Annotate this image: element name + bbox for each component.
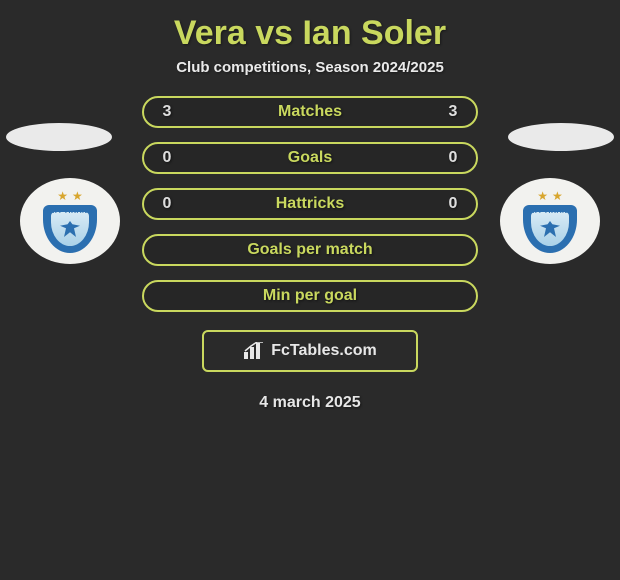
stat-left-value: 0 <box>158 195 176 213</box>
stat-right-value: 0 <box>444 149 462 167</box>
stat-label: Matches <box>278 103 342 121</box>
generated-date: 4 march 2025 <box>0 394 620 412</box>
stat-label: Hattricks <box>276 195 344 213</box>
stat-right-value: 0 <box>444 195 462 213</box>
stat-label: Goals per match <box>247 241 372 259</box>
club-shield-left: K.F. TIRANA <box>43 205 97 253</box>
badge-stars-right: ★ ★ <box>537 189 563 203</box>
star-icon: ★ <box>72 189 83 203</box>
player-photo-placeholder-left <box>6 123 112 151</box>
club-name-right: K.F. TIRANA <box>527 208 573 215</box>
club-badge-left: ★ ★ K.F. TIRANA <box>20 178 120 264</box>
stat-row-mpg: Min per goal <box>142 280 478 312</box>
stat-row-gpm: Goals per match <box>142 234 478 266</box>
club-shield-right: K.F. TIRANA <box>523 205 577 253</box>
star-icon: ★ <box>552 189 563 203</box>
club-name-left: K.F. TIRANA <box>47 208 93 215</box>
star-icon: ★ <box>57 189 68 203</box>
brand-badge[interactable]: FcTables.com <box>202 330 418 372</box>
club-badge-right: ★ ★ K.F. TIRANA <box>500 178 600 264</box>
stat-row-matches: 3 Matches 3 <box>142 96 478 128</box>
stat-label: Goals <box>288 149 332 167</box>
stat-left-value: 3 <box>158 103 176 121</box>
stats-column: 3 Matches 3 0 Goals 0 0 Hattricks 0 Goal… <box>142 96 478 312</box>
page-subtitle: Club competitions, Season 2024/2025 <box>0 59 620 96</box>
badge-stars-left: ★ ★ <box>57 189 83 203</box>
player-photo-placeholder-right <box>508 123 614 151</box>
eagle-icon <box>540 221 560 237</box>
stat-label: Min per goal <box>263 287 357 305</box>
star-icon: ★ <box>537 189 548 203</box>
page-title: Vera vs Ian Soler <box>0 0 620 59</box>
stat-right-value: 3 <box>444 103 462 121</box>
eagle-icon <box>60 221 80 237</box>
bar-chart-icon <box>243 342 265 360</box>
stat-row-goals: 0 Goals 0 <box>142 142 478 174</box>
stat-row-hattricks: 0 Hattricks 0 <box>142 188 478 220</box>
brand-text: FcTables.com <box>271 342 377 360</box>
stat-left-value: 0 <box>158 149 176 167</box>
